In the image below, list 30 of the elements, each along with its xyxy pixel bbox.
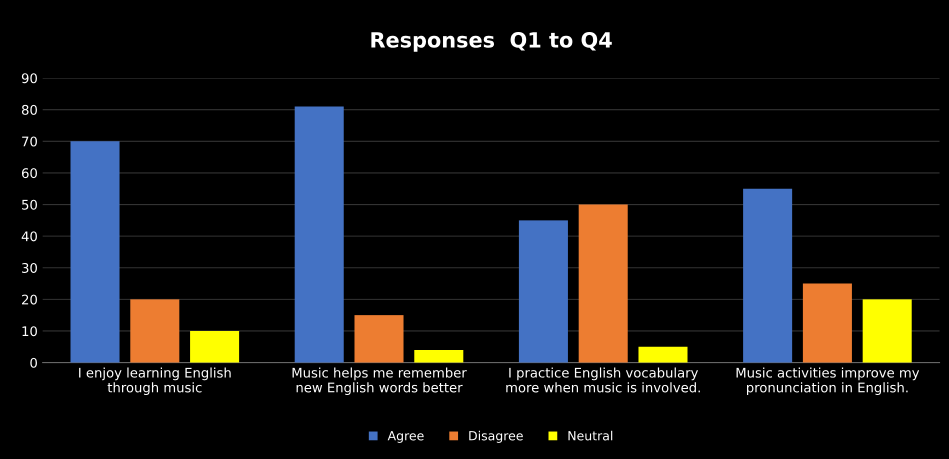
y-tick-label: 90 — [22, 73, 37, 84]
bar — [70, 141, 120, 363]
legend-label: Disagree — [469, 430, 523, 443]
x-tick-label: Music activities improve my pronunciation in English. — [736, 367, 920, 396]
legend-label: Agree — [388, 431, 424, 443]
y-tick-label: 40 — [22, 231, 37, 242]
chart-title: Responses Q1 to Q4 — [371, 32, 612, 52]
bar — [354, 315, 404, 363]
bar — [414, 350, 464, 363]
bar — [518, 220, 568, 363]
y-tick-label: 20 — [22, 294, 37, 305]
bar — [802, 284, 852, 363]
y-tick-label: 70 — [22, 136, 37, 146]
x-tick-label: I enjoy learning English through music — [79, 367, 231, 396]
y-tick-label: 80 — [22, 104, 37, 115]
legend-label: Neutral — [568, 430, 612, 440]
y-tick-label: 50 — [22, 200, 37, 210]
bar — [190, 330, 240, 363]
bar — [130, 299, 180, 363]
y-tick-label: 30 — [22, 262, 37, 273]
bar — [294, 106, 344, 363]
y-tick-label: 10 — [22, 326, 37, 336]
bar — [578, 204, 628, 363]
y-tick-label: 0 — [30, 358, 37, 368]
bar — [862, 299, 912, 363]
x-tick-label: I practice English vocabulary more when music is involved. — [506, 367, 700, 392]
bar — [743, 188, 792, 363]
bar — [638, 346, 688, 363]
x-tick-label: Music helps me remember new English words better — [292, 367, 467, 396]
y-tick-label: 60 — [22, 168, 37, 178]
